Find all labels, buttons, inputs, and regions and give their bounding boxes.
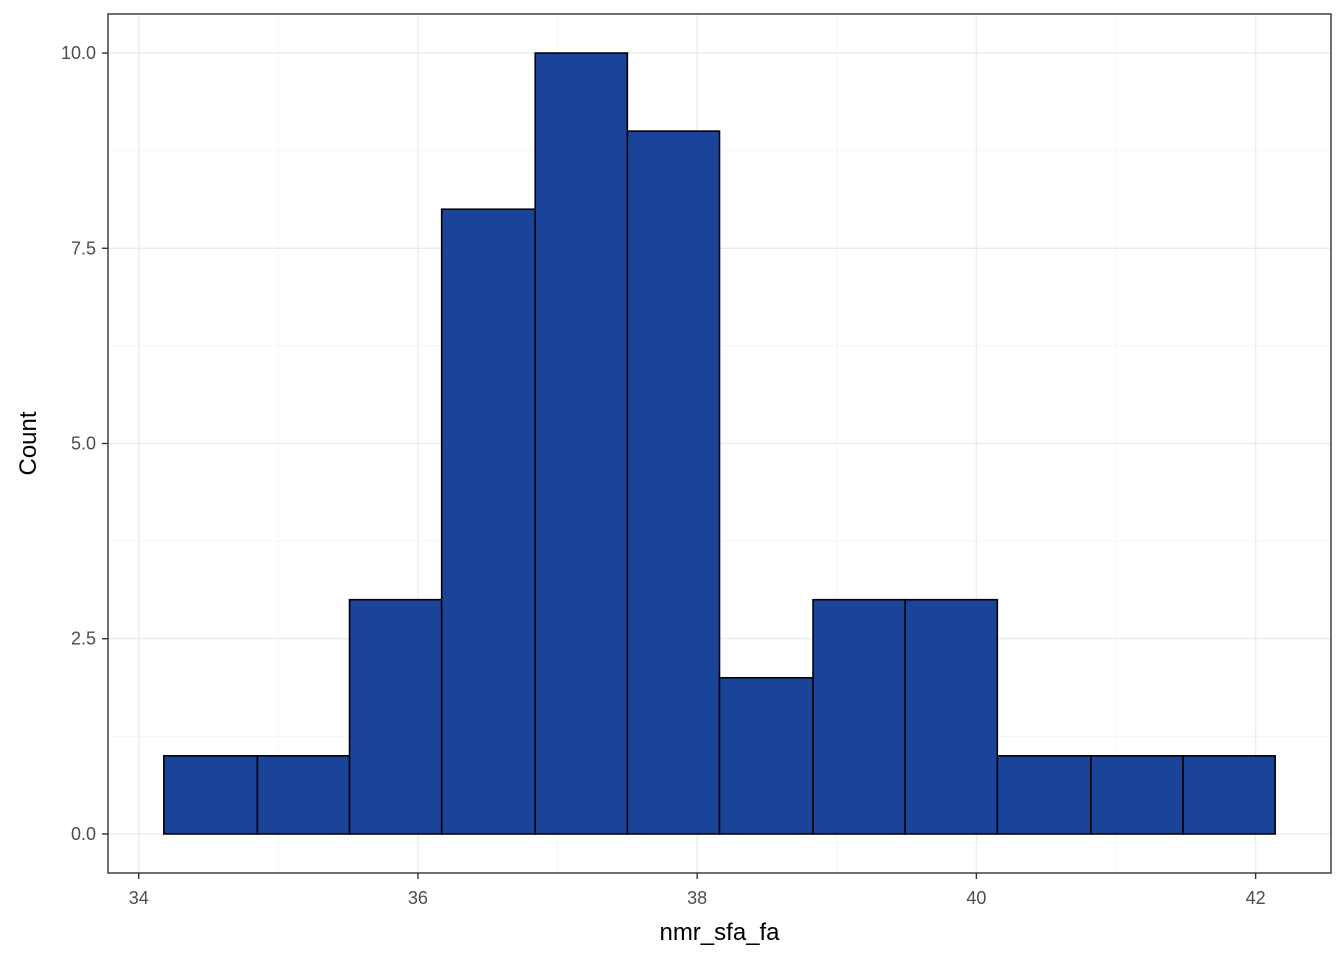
y-tick-label: 0.0 bbox=[71, 824, 96, 844]
histogram-bar bbox=[534, 52, 629, 835]
histogram-bar bbox=[1182, 755, 1276, 835]
x-tick-label: 36 bbox=[408, 888, 428, 908]
y-tick-label: 7.5 bbox=[71, 238, 96, 258]
y-tick-label: 2.5 bbox=[71, 629, 96, 649]
y-tick-label: 5.0 bbox=[71, 434, 96, 454]
y-axis: 0.0 2.5 5.0 7.5 10.0 bbox=[61, 43, 108, 844]
histogram-bar bbox=[626, 130, 721, 835]
histogram-bar bbox=[718, 676, 814, 835]
histogram-bar bbox=[904, 598, 999, 835]
histogram-bars bbox=[163, 52, 1276, 835]
histogram-bar bbox=[440, 208, 537, 835]
histogram-bar bbox=[348, 598, 443, 835]
x-tick-label: 38 bbox=[687, 888, 707, 908]
x-tick-label: 34 bbox=[129, 888, 149, 908]
histogram-bar bbox=[1090, 755, 1184, 835]
y-tick-label: 10.0 bbox=[61, 43, 96, 63]
y-axis-title: Count bbox=[15, 411, 42, 475]
x-tick-label: 40 bbox=[966, 888, 986, 908]
x-tick-label: 42 bbox=[1246, 888, 1266, 908]
histogram-bar bbox=[163, 755, 259, 835]
histogram-bar bbox=[256, 755, 351, 835]
histogram-bar bbox=[812, 598, 906, 835]
histogram-bar bbox=[996, 755, 1092, 835]
x-axis: 34 36 38 40 42 bbox=[129, 873, 1266, 908]
x-axis-title: nmr_sfa_fa bbox=[659, 919, 780, 946]
